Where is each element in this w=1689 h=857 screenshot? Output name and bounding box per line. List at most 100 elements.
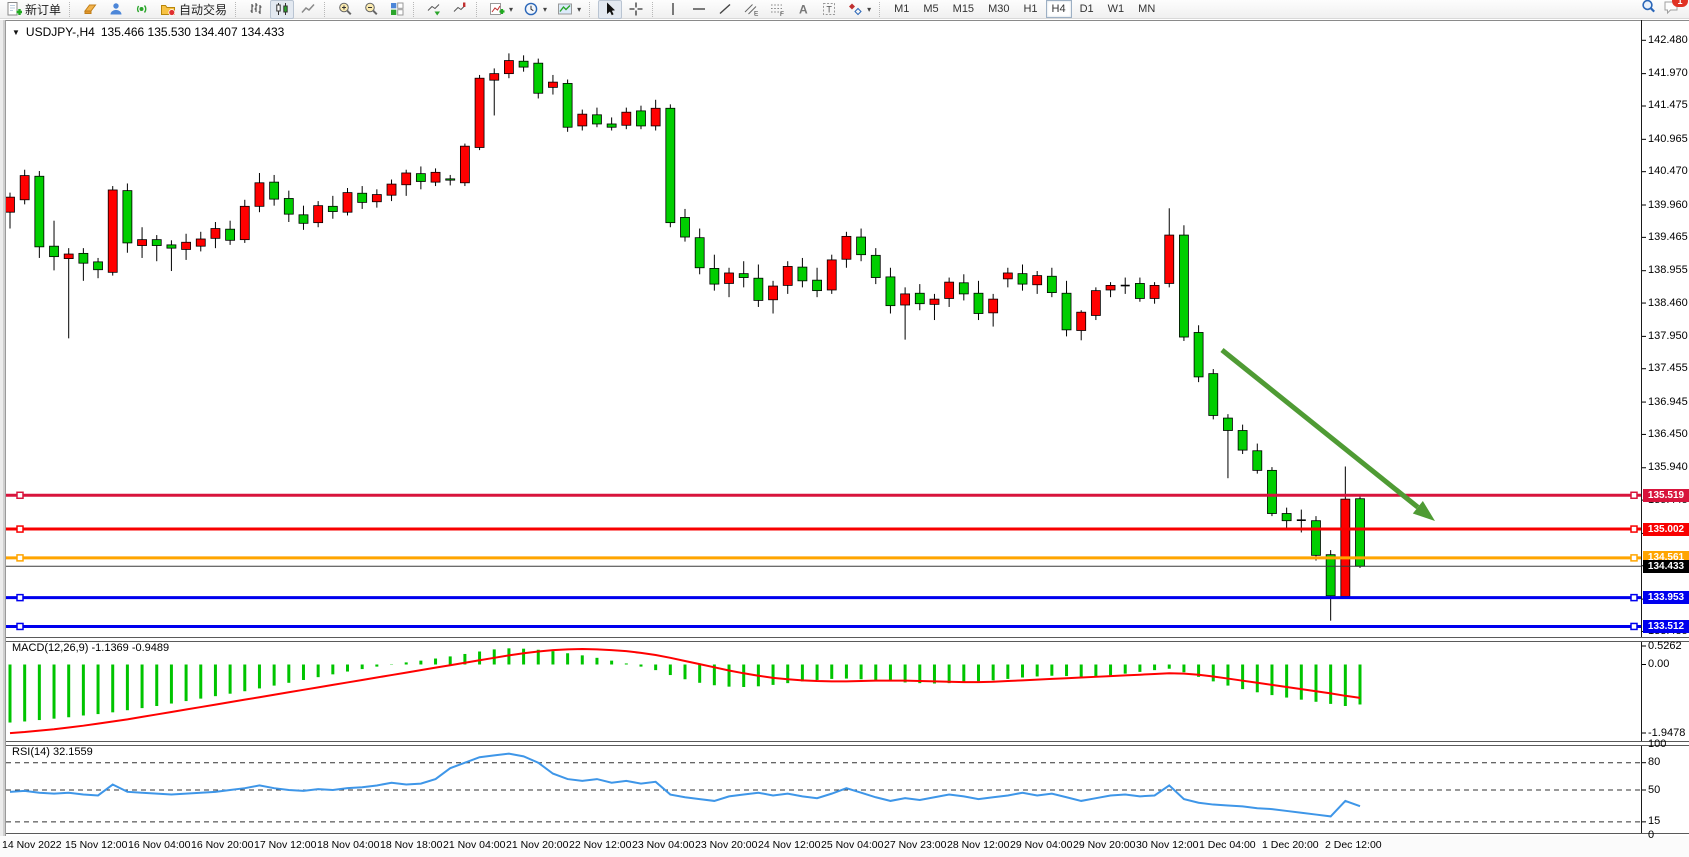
auto-scroll-icon <box>426 1 442 17</box>
ohlc-expand-icon[interactable]: ▼ <box>12 27 20 37</box>
level-price-label: 133.953 <box>1643 591 1689 605</box>
price-axis-tick: 138.955 <box>1648 264 1688 277</box>
rsi-axis-tick: 15 <box>1648 815 1661 828</box>
arrows-dropdown-caret[interactable]: ▾ <box>867 4 872 14</box>
auto-scroll-button[interactable] <box>422 0 446 19</box>
vertical-line-tool-button[interactable] <box>661 0 685 19</box>
level-price-label: 135.519 <box>1643 488 1689 502</box>
chart-shift-button[interactable] <box>448 0 472 19</box>
time-axis-label: 29 Nov 04:00 <box>1010 839 1073 851</box>
tf-button-m15[interactable]: M15 <box>952 3 975 15</box>
templates-dropdown-caret[interactable]: ▾ <box>577 4 582 14</box>
time-axis-label: 30 Nov 12:00 <box>1136 839 1199 851</box>
time-axis[interactable] <box>0 836 1689 857</box>
templates-button[interactable]: ▾ <box>553 0 585 19</box>
equidistant-channel-tool-button[interactable]: E <box>739 0 763 19</box>
macd-axis-tick: -1.9478 <box>1648 726 1686 739</box>
equidistant-channel-icon: E <box>743 1 759 17</box>
zoom-in-button[interactable] <box>333 0 357 19</box>
community-person-icon <box>108 1 124 17</box>
tf-button-w1[interactable]: W1 <box>1107 3 1125 15</box>
price-axis-tick: 135.940 <box>1648 461 1688 474</box>
crosshair-icon <box>628 1 644 17</box>
toolbar-separator <box>69 1 74 17</box>
chat-button[interactable]: 1 <box>1663 0 1688 20</box>
tf-button-h1[interactable]: H1 <box>1023 3 1038 15</box>
text-a-icon: A <box>795 1 811 17</box>
time-axis-label: 16 Nov 04:00 <box>128 839 191 851</box>
chat-unread-badge: 1 <box>1672 0 1688 7</box>
community-button[interactable] <box>104 0 128 19</box>
zoom-out-button[interactable] <box>359 0 383 19</box>
text-tool-button[interactable]: A <box>791 0 815 19</box>
window-splitter[interactable] <box>0 20 6 836</box>
toolbar-separator <box>589 1 594 17</box>
toolbar-separator <box>652 1 657 17</box>
price-axis-tick: 139.465 <box>1648 230 1688 243</box>
tf-button-h4[interactable]: H4 <box>1045 0 1072 18</box>
periods-dropdown-caret[interactable]: ▾ <box>543 4 548 14</box>
toolbar-separator <box>324 1 329 17</box>
rsi-axis-tick: 50 <box>1648 783 1661 796</box>
auto-trading-button[interactable]: 自动交易 <box>156 0 231 19</box>
tf-button-mn[interactable]: MN <box>1138 3 1156 15</box>
new-order-label: 新订单 <box>25 2 62 17</box>
price-axis-tick: 142.480 <box>1648 33 1688 46</box>
main-toolbar: 新订单 自动交易 <box>0 0 1689 19</box>
toolbar-separator <box>413 1 418 17</box>
indicators-button[interactable]: ▾ <box>485 0 517 19</box>
tf-button-m30[interactable]: M30 <box>988 3 1010 15</box>
cursor-tool-button[interactable] <box>598 0 623 19</box>
current-price-label: 134.433 <box>1643 559 1689 573</box>
text-label-tool-button[interactable]: T <box>817 0 841 19</box>
time-axis-label: 23 Nov 04:00 <box>632 839 695 851</box>
chart-title: ▼ USDJPY-,H4 135.466 135.530 134.407 134… <box>12 25 284 39</box>
trendline-tool-button[interactable] <box>713 0 737 19</box>
tf-button-m1[interactable]: M1 <box>894 3 910 15</box>
line-chart-button[interactable] <box>296 0 320 19</box>
time-axis-label: 21 Nov 20:00 <box>506 839 569 851</box>
time-axis-label: 18 Nov 04:00 <box>317 839 380 851</box>
time-axis-label: 18 Nov 18:00 <box>380 839 443 851</box>
candlestick-chart-button[interactable] <box>270 0 295 19</box>
price-axis-tick: 136.945 <box>1648 395 1688 408</box>
tile-windows-button[interactable] <box>385 0 409 19</box>
time-axis-label: 21 Nov 04:00 <box>443 839 506 851</box>
new-order-button[interactable]: 新订单 <box>2 0 65 19</box>
indicators-dropdown-caret[interactable]: ▾ <box>509 4 514 14</box>
time-axis-label: 15 Nov 12:00 <box>65 839 128 851</box>
trendline-icon <box>717 1 733 17</box>
chart-window[interactable] <box>0 20 1689 857</box>
rsi-axis-tick: 100 <box>1648 738 1667 750</box>
fibonacci-tool-button[interactable]: F <box>765 0 789 19</box>
toolbar-separator <box>235 1 240 17</box>
time-axis-label: 17 Nov 12:00 <box>254 839 317 851</box>
search-icon[interactable] <box>1640 0 1657 20</box>
rsi-indicator-label: RSI(14) 32.1559 <box>12 746 93 758</box>
bar-chart-button[interactable] <box>244 0 268 19</box>
time-axis-label: 28 Nov 12:00 <box>947 839 1010 851</box>
arrows-tool-button[interactable]: ▾ <box>843 0 875 19</box>
macd-pane-divider[interactable] <box>0 637 1689 642</box>
svg-text:F: F <box>780 11 784 17</box>
periods-button[interactable]: ▾ <box>519 0 551 19</box>
price-axis-tick: 138.460 <box>1648 296 1688 309</box>
chart-ohlc-values: 135.466 135.530 134.407 134.433 <box>100 25 285 39</box>
new-order-icon <box>6 1 22 17</box>
vertical-line-icon <box>665 1 681 17</box>
horizontal-line-icon <box>691 1 707 17</box>
price-axis-border <box>1641 20 1642 836</box>
signal-button[interactable] <box>130 0 154 19</box>
price-axis-tick: 140.965 <box>1648 132 1688 145</box>
eraser-button[interactable] <box>78 0 102 19</box>
tf-button-m5[interactable]: M5 <box>923 3 939 15</box>
candlestick-chart-icon <box>274 1 290 17</box>
line-chart-icon <box>300 1 316 17</box>
crosshair-tool-button[interactable] <box>624 0 648 19</box>
auto-trading-label: 自动交易 <box>179 2 228 17</box>
rsi-pane-divider[interactable] <box>0 741 1689 746</box>
tf-button-d1[interactable]: D1 <box>1079 3 1094 15</box>
horizontal-line-tool-button[interactable] <box>687 0 711 19</box>
eraser-icon <box>82 1 98 17</box>
